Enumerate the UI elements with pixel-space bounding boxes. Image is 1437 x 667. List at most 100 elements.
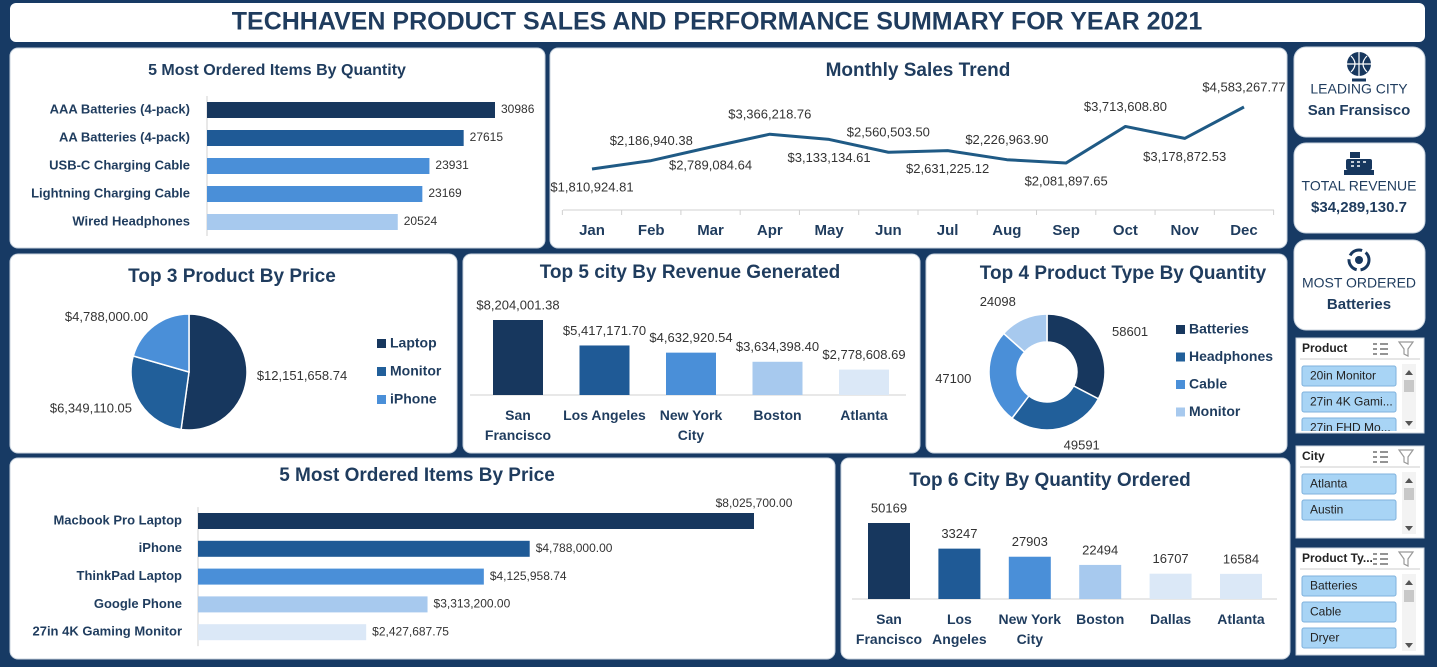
slicer: City Atlanta Austin — [1295, 445, 1425, 539]
kpi-card — [1293, 46, 1426, 138]
value-label: $3,713,608.80 — [1084, 99, 1167, 114]
slicer-item-label[interactable]: Batteries — [1310, 579, 1357, 593]
bar — [752, 361, 803, 395]
bar — [198, 540, 530, 557]
kpi-value: San Fransisco — [1308, 102, 1411, 119]
category-label: Macbook Pro Laptop — [53, 512, 182, 527]
slicer-item[interactable] — [1301, 627, 1397, 649]
slicer-item-label[interactable]: 20in Monitor — [1310, 369, 1376, 383]
scrollbar-thumb[interactable] — [1404, 590, 1414, 602]
value-label: $5,417,171.70 — [563, 323, 646, 338]
slicer-list: Batteries Cable Dryer — [1301, 575, 1397, 649]
slicer: Product 20in Monitor 27in 4K Gami... 27in F… — [1295, 337, 1425, 438]
x-tick-label: Jul — [937, 222, 959, 239]
multi-select-icon[interactable] — [1373, 553, 1388, 565]
header-panel — [10, 3, 1425, 42]
multi-select-icon[interactable] — [1373, 343, 1388, 355]
x-tick-label: Nov — [1171, 222, 1200, 239]
slicer-item[interactable] — [1301, 473, 1397, 495]
category-label: ThinkPad Laptop — [77, 568, 183, 583]
category-label: Google Phone — [94, 596, 182, 611]
kpi-label: MOST ORDERED — [1302, 275, 1416, 291]
value-label: $3,634,398.40 — [736, 339, 819, 354]
slicer-item-label[interactable]: Austin — [1310, 503, 1343, 517]
bar — [198, 568, 484, 585]
x-tick-label: Oct — [1113, 222, 1138, 239]
slicer-item-label[interactable]: 27in 4K Gami... — [1310, 395, 1393, 409]
bar — [198, 624, 367, 641]
bar — [666, 352, 716, 395]
kpi-label: TOTAL REVENUE — [1302, 178, 1417, 194]
legend-label: Cable — [1189, 376, 1227, 392]
slicer-item[interactable] — [1301, 365, 1397, 387]
pie-slice — [132, 313, 190, 373]
category-label: Lightning Charging Cable — [31, 185, 190, 200]
category-label: iPhone — [139, 540, 182, 555]
value-label: $3,178,872.53 — [1143, 149, 1226, 164]
pie-slice — [130, 355, 190, 431]
slicer-item[interactable] — [1301, 601, 1397, 623]
scrollbar-thumb[interactable] — [1404, 380, 1414, 392]
value-label: 23931 — [435, 158, 469, 172]
value-label: $3,133,134.61 — [788, 150, 871, 165]
slicer-item[interactable] — [1301, 499, 1397, 521]
slicer-item-label[interactable]: Dryer — [1310, 631, 1339, 645]
category-label: AA Batteries (4-pack) — [59, 129, 190, 144]
bar — [1220, 573, 1262, 599]
value-label: $4,632,920.54 — [649, 330, 732, 345]
kpi-label: LEADING CITY — [1310, 81, 1408, 97]
slicer-item[interactable] — [1301, 391, 1397, 413]
category-label: Los Angeles — [932, 611, 987, 647]
value-label: 20524 — [404, 214, 438, 228]
slicer-item-label[interactable]: 27in FHD Mo... — [1310, 421, 1391, 435]
slicer-list: 20in Monitor 27in 4K Gami... 27in FHD Mo..… — [1301, 365, 1397, 438]
register-icon — [1344, 152, 1374, 175]
value-label: $4,125,958.74 — [490, 569, 567, 583]
bar — [839, 369, 889, 395]
clear-filter-icon[interactable] — [1397, 449, 1415, 465]
x-tick-label: Jun — [875, 222, 902, 239]
value-label: $2,427,687.75 — [372, 624, 449, 638]
scrollbar-thumb[interactable] — [1404, 488, 1414, 500]
panel — [549, 47, 1288, 249]
bar — [207, 186, 423, 202]
x-tick-label: Jan — [579, 222, 605, 239]
slicer-item-label[interactable]: Atlanta — [1310, 477, 1348, 491]
category-label: Atlanta — [840, 407, 888, 423]
donut-slice — [1046, 313, 1106, 400]
category-label: Wired Headphones — [72, 213, 190, 228]
clear-filter-icon[interactable] — [1397, 341, 1415, 357]
slicer-item-label[interactable]: Cable — [1310, 605, 1342, 619]
value-label: $2,789,084.64 — [669, 158, 752, 173]
donut-slice — [1002, 313, 1048, 354]
category-label: New York City — [998, 611, 1062, 647]
category-label: Dallas — [1149, 611, 1192, 627]
value-label: $4,788,000.00 — [65, 309, 148, 324]
value-label: $3,366,218.76 — [728, 107, 811, 122]
x-tick-label: Feb — [638, 222, 665, 239]
legend-swatch — [1176, 380, 1185, 389]
value-label: $8,204,001.38 — [476, 297, 559, 312]
x-tick-label: Apr — [757, 222, 783, 239]
value-label: 27903 — [1012, 534, 1048, 549]
slicer-item[interactable] — [1301, 575, 1397, 597]
x-tick-label: May — [814, 222, 844, 239]
legend-swatch — [377, 395, 386, 404]
value-label: $2,081,897.65 — [1025, 173, 1108, 188]
bar — [1149, 573, 1192, 599]
slicer-item[interactable] — [1301, 417, 1397, 438]
recycle-icon — [1347, 248, 1371, 272]
globe-icon — [1347, 52, 1371, 82]
value-label: $2,186,940.38 — [610, 133, 693, 148]
multi-select-icon[interactable] — [1373, 451, 1388, 463]
scrollbar-track — [1402, 472, 1416, 534]
clear-filter-icon[interactable] — [1397, 551, 1415, 567]
slicer-title: City — [1302, 449, 1325, 463]
value-label: 30986 — [501, 102, 535, 116]
category-label: 27in 4K Gaming Monitor — [32, 624, 182, 639]
chart-title: Top 4 Product Type By Quantity — [980, 263, 1267, 284]
bar — [1008, 556, 1051, 599]
legend-swatch — [1176, 325, 1185, 334]
